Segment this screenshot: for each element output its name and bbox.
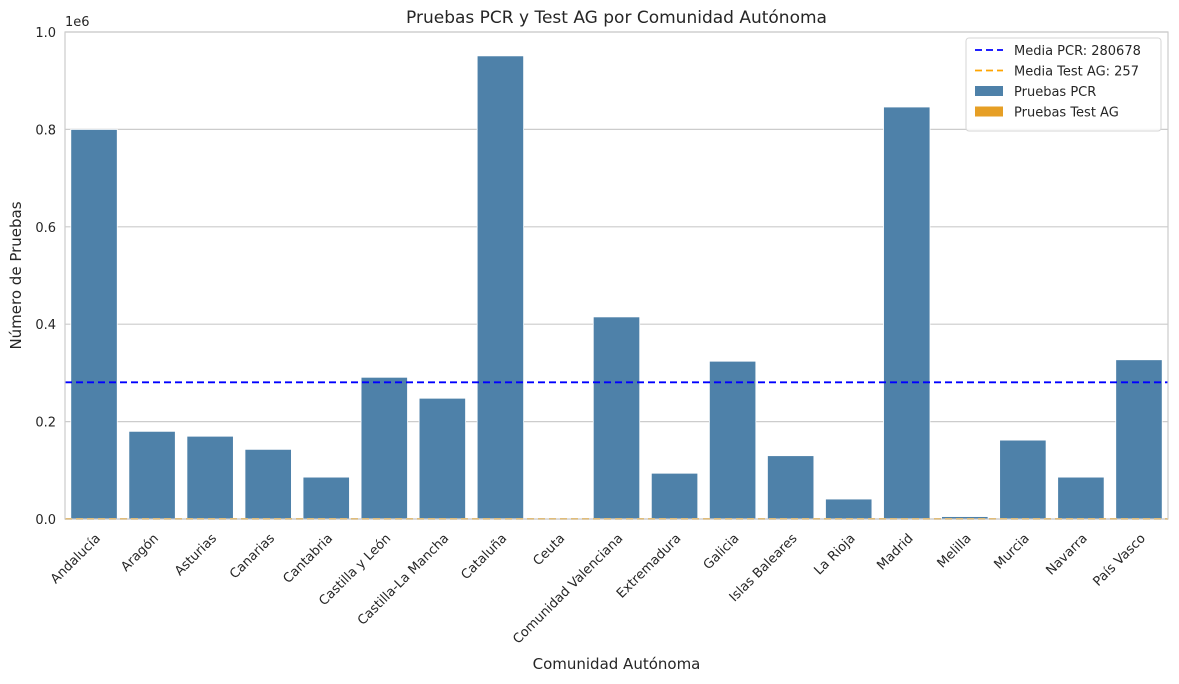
y-tick-label: 0.6 (35, 221, 56, 236)
bar (418, 397, 466, 520)
legend-box (965, 37, 1162, 132)
bar (592, 316, 641, 520)
legend-label: Pruebas Test AG (1014, 106, 1119, 121)
y-tick-label: 0.0 (35, 513, 56, 528)
y-tick-label: 0.2 (35, 416, 56, 431)
bar (186, 435, 234, 520)
legend-patch-swatch (975, 86, 1003, 96)
bar (1057, 476, 1105, 520)
bar (650, 472, 699, 520)
x-axis-label: Comunidad Autónoma (533, 655, 701, 673)
legend: Media PCR: 280678 Media Test AG: 257 Prueb… (965, 37, 1162, 132)
bar (825, 498, 873, 520)
bars (70, 55, 1163, 520)
bar (999, 439, 1047, 520)
legend-patch-swatch (975, 106, 1003, 117)
bar (302, 476, 350, 520)
bar (476, 55, 525, 520)
axes-frame (64, 31, 1169, 520)
bar (360, 376, 408, 520)
y-tick-labels: 0.0 0.2 0.4 0.6 0.8 1.0 (35, 26, 56, 528)
bar (767, 455, 815, 520)
y-tick-label: 0.4 (35, 318, 56, 333)
y-multiplier-label: 1e6 (65, 15, 90, 30)
bar (244, 448, 292, 520)
legend-label: Media PCR: 280678 (1014, 44, 1141, 59)
legend-label: Pruebas PCR (1014, 85, 1096, 100)
y-axis-label: Número de Pruebas (7, 201, 25, 349)
legend-label: Media Test AG: 257 (1014, 65, 1139, 80)
bar (883, 106, 931, 520)
y-tick-label: 0.8 (35, 123, 56, 138)
plot-frame (64, 31, 1169, 520)
bar (1115, 359, 1163, 520)
chart-title: Pruebas PCR y Test AG por Comunidad Autó… (406, 8, 827, 28)
bar (708, 360, 757, 520)
y-tick-label: 1.0 (35, 26, 56, 41)
bar (70, 128, 118, 520)
bar (128, 430, 176, 520)
